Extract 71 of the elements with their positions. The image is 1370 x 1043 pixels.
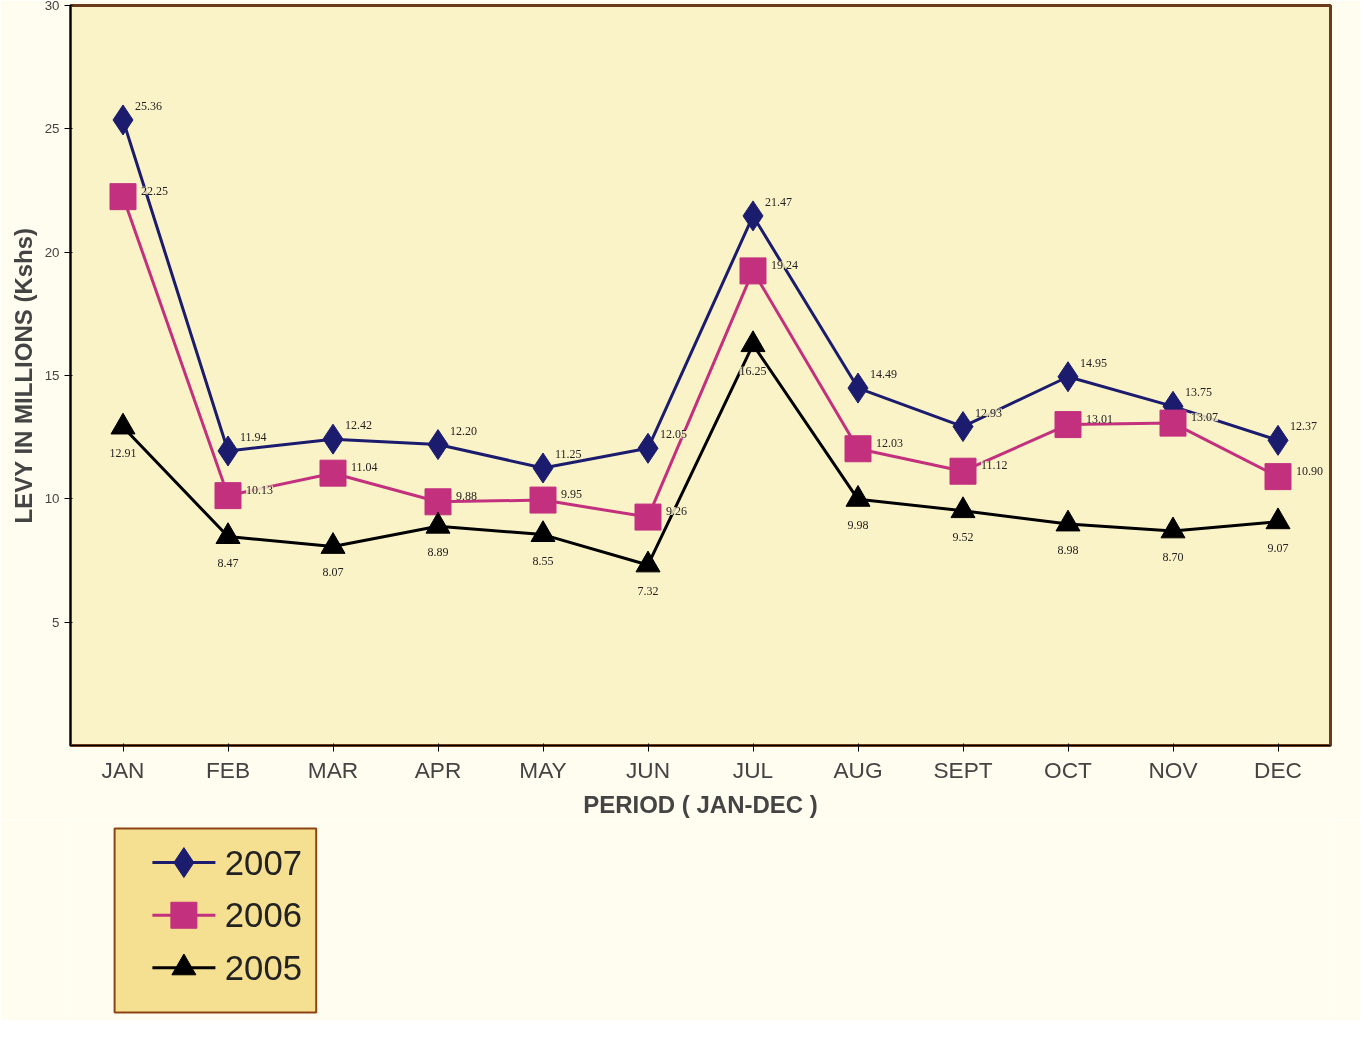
x-tick-label: NOV	[1148, 756, 1199, 783]
data-label: 13.07	[1191, 410, 1218, 425]
data-label: 12.93	[975, 405, 1002, 420]
data-label: 21.47	[765, 194, 792, 209]
data-label: 9.88	[456, 488, 477, 503]
data-label: 12.37	[1290, 419, 1317, 434]
data-label: 9.26	[666, 504, 687, 519]
x-tick-label: JUN	[625, 756, 671, 783]
y-axis-title: LEVY IN MILLIONS (Kshs)	[9, 227, 37, 524]
data-label: 7.32	[637, 583, 659, 598]
data-label: 11.94	[240, 429, 267, 444]
y-tick-label: 15	[44, 368, 60, 383]
point	[319, 459, 347, 487]
data-label: 14.49	[870, 367, 897, 382]
x-tick-label: AUG	[833, 756, 883, 783]
legend-label: 2007	[224, 843, 302, 882]
data-label: 8.07	[322, 565, 344, 580]
point	[1264, 463, 1292, 491]
data-label: 8.55	[532, 553, 554, 568]
data-label: 19.24	[771, 257, 798, 272]
data-label: 10.13	[246, 482, 273, 497]
data-label: 11.25	[555, 447, 582, 461]
data-label: 22.25	[141, 183, 168, 198]
point	[949, 457, 977, 485]
x-tick-label: SEPT	[933, 756, 993, 783]
point	[214, 482, 242, 510]
point	[634, 503, 662, 531]
x-tick-label: DEC	[1254, 756, 1302, 783]
data-label: 8.89	[427, 545, 449, 560]
y-tick-label: 10	[44, 491, 60, 507]
x-tick-label: JAN	[101, 756, 145, 783]
data-label: 8.70	[1162, 549, 1184, 564]
data-label: 12.03	[876, 435, 903, 450]
data-label: 13.75	[1185, 385, 1212, 400]
data-label: 10.90	[1296, 463, 1323, 478]
data-label: 11.12	[981, 458, 1008, 473]
x-tick-label: MAR	[307, 756, 359, 783]
y-tick-label: 5	[52, 614, 60, 630]
data-label: 25.36	[135, 98, 162, 113]
x-tick-label: OCT	[1044, 756, 1093, 783]
point	[844, 435, 872, 463]
data-label: 12.20	[450, 423, 477, 438]
legend-label: 2005	[224, 948, 302, 987]
point	[1159, 409, 1187, 437]
data-label: 14.95	[1080, 355, 1107, 370]
data-label: 8.47	[217, 555, 239, 570]
x-tick-label: JUL	[732, 756, 774, 783]
x-tick-label: APR	[414, 756, 462, 783]
legend-label: 2006	[224, 896, 302, 935]
x-axis-title: PERIOD ( JAN-DEC )	[583, 790, 818, 818]
point	[529, 486, 557, 514]
data-label: 12.91	[109, 446, 137, 461]
data-label: 16.25	[739, 363, 767, 378]
y-tick-label: 20	[44, 244, 60, 260]
point	[739, 257, 767, 285]
data-label: 9.98	[847, 518, 869, 533]
data-label: 9.07	[1267, 540, 1289, 555]
data-label: 8.98	[1057, 542, 1079, 557]
x-tick-label: FEB	[205, 756, 251, 783]
y-tick-label: 25	[44, 121, 60, 137]
data-label: 13.01	[1086, 411, 1113, 426]
point	[424, 488, 452, 516]
data-label: 12.42	[345, 418, 372, 433]
data-label: 11.04	[351, 460, 378, 475]
data-label: 9.52	[952, 529, 974, 544]
data-label: 12.05	[660, 427, 687, 442]
x-tick-label: MAY	[519, 756, 567, 783]
point	[109, 183, 137, 211]
point	[1054, 411, 1082, 439]
data-label: 9.95	[561, 487, 582, 502]
y-tick-label: 30	[44, 0, 60, 13]
